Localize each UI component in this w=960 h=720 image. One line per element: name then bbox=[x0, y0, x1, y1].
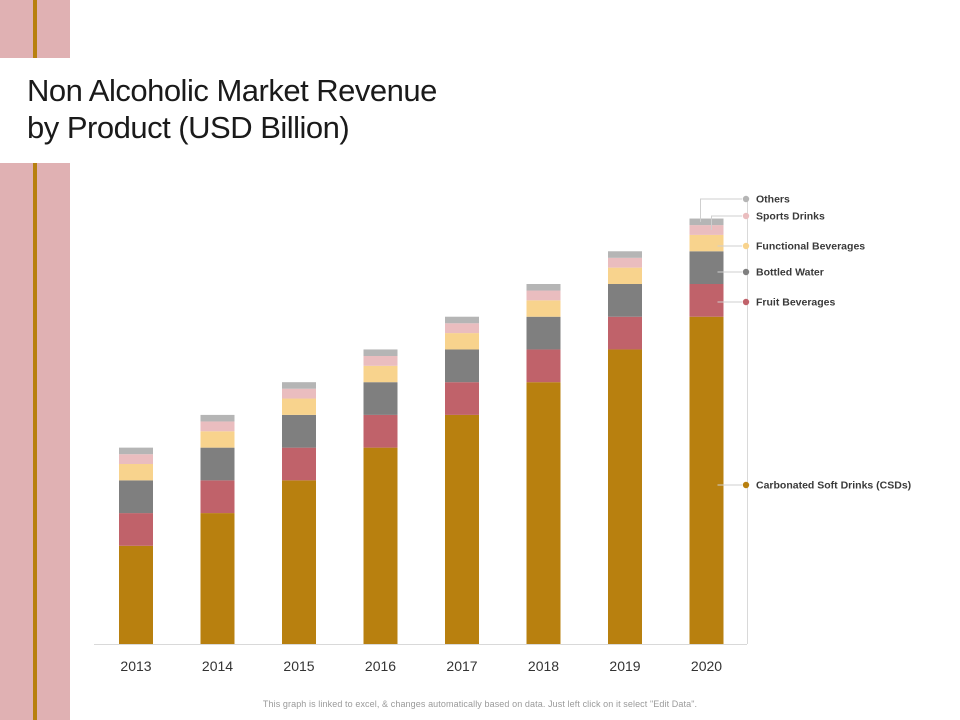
bar-segment-functional-beverages-2019 bbox=[608, 267, 642, 284]
bar-segment-bottled-water-2019 bbox=[608, 284, 642, 317]
page-title: Non Alcoholic Market Revenue by Product … bbox=[27, 72, 547, 146]
page-title-line-2: by Product (USD Billion) bbox=[27, 110, 350, 145]
legend-label-others: Others bbox=[756, 194, 790, 206]
bar-segment-carbonated-soft-drinks-csds-2017 bbox=[445, 414, 479, 644]
bar-segment-carbonated-soft-drinks-csds-2020 bbox=[689, 316, 724, 644]
bar-segment-functional-beverages-2016 bbox=[363, 365, 398, 383]
bar-segment-fruit-beverages-2018 bbox=[526, 349, 561, 383]
x-tick-label-2015: 2015 bbox=[283, 658, 314, 674]
bar-segment-sports-drinks-2015 bbox=[282, 388, 316, 399]
bar-segment-sports-drinks-2013 bbox=[119, 454, 153, 464]
legend-label-fruit-beverages: Fruit Beverages bbox=[756, 297, 836, 309]
bar-segment-fruit-beverages-2016 bbox=[363, 414, 398, 448]
bar-segment-functional-beverages-2013 bbox=[119, 464, 153, 481]
bar-segment-others-2016 bbox=[363, 349, 398, 356]
bar-segment-carbonated-soft-drinks-csds-2016 bbox=[363, 447, 398, 644]
bar-segment-fruit-beverages-2015 bbox=[282, 447, 316, 481]
decorative-accent-line-bottom bbox=[33, 163, 37, 720]
bar-segment-sports-drinks-2020 bbox=[689, 225, 724, 235]
bar-segment-bottled-water-2017 bbox=[445, 349, 479, 383]
x-tick-label-2014: 2014 bbox=[202, 658, 233, 674]
bar-segment-bottled-water-2015 bbox=[282, 414, 316, 448]
bar-segment-bottled-water-2014 bbox=[200, 447, 235, 481]
legend-marker-others bbox=[742, 195, 750, 203]
bar-segment-carbonated-soft-drinks-csds-2013 bbox=[119, 545, 153, 644]
bar-segment-functional-beverages-2020 bbox=[689, 234, 724, 252]
legend-label-sports-drinks: Sports Drinks bbox=[756, 211, 825, 223]
bar-segment-others-2013 bbox=[119, 447, 153, 455]
bar-segment-bottled-water-2013 bbox=[119, 480, 153, 514]
bar-segment-functional-beverages-2017 bbox=[445, 333, 479, 350]
legend-marker-bottled-water bbox=[742, 268, 750, 276]
legend-marker-functional-beverages bbox=[742, 242, 750, 250]
bar-segment-functional-beverages-2018 bbox=[526, 300, 561, 317]
bar-segment-functional-beverages-2014 bbox=[200, 431, 235, 448]
x-tick-label-2020: 2020 bbox=[691, 658, 722, 674]
bar-segment-carbonated-soft-drinks-csds-2018 bbox=[526, 382, 561, 644]
legend-marker-carbonated-soft-drinks-csds bbox=[742, 481, 750, 489]
bar-segment-fruit-beverages-2014 bbox=[200, 480, 235, 514]
page-title-line-1: Non Alcoholic Market Revenue bbox=[27, 73, 437, 108]
bar-segment-sports-drinks-2017 bbox=[445, 323, 479, 334]
bar-segment-functional-beverages-2015 bbox=[282, 398, 316, 415]
legend-marker-sports-drinks bbox=[742, 212, 750, 220]
bar-segment-bottled-water-2016 bbox=[363, 382, 398, 415]
bar-segment-sports-drinks-2018 bbox=[526, 290, 561, 301]
bar-segment-carbonated-soft-drinks-csds-2015 bbox=[282, 480, 316, 644]
bar-segment-others-2015 bbox=[282, 382, 316, 389]
bar-segment-sports-drinks-2019 bbox=[608, 257, 642, 268]
x-tick-label-2016: 2016 bbox=[365, 658, 396, 674]
bar-segment-carbonated-soft-drinks-csds-2019 bbox=[608, 349, 642, 644]
bar-segment-sports-drinks-2016 bbox=[363, 356, 398, 366]
bar-segment-sports-drinks-2014 bbox=[200, 421, 235, 432]
bar-segment-others-2018 bbox=[526, 284, 561, 291]
footnote: This graph is linked to excel, & changes… bbox=[262, 699, 698, 709]
decorative-accent-line-top bbox=[33, 0, 37, 58]
bar-segment-fruit-beverages-2020 bbox=[689, 284, 724, 317]
x-tick-label-2019: 2019 bbox=[609, 658, 640, 674]
bar-segment-bottled-water-2018 bbox=[526, 316, 561, 350]
legend-label-carbonated-soft-drinks-csds: Carbonated Soft Drinks (CSDs) bbox=[756, 480, 911, 492]
x-tick-label-2018: 2018 bbox=[528, 658, 559, 674]
bar-segment-fruit-beverages-2013 bbox=[119, 513, 153, 546]
legend-marker-fruit-beverages bbox=[742, 298, 750, 306]
bar-segment-others-2019 bbox=[608, 251, 642, 258]
bar-segment-carbonated-soft-drinks-csds-2014 bbox=[200, 513, 235, 644]
legend-connector-others bbox=[700, 198, 742, 222]
bar-segment-fruit-beverages-2017 bbox=[445, 382, 479, 415]
bar-segment-others-2020 bbox=[689, 218, 724, 226]
bar-segment-others-2017 bbox=[445, 316, 479, 324]
bar-segment-bottled-water-2020 bbox=[689, 251, 724, 284]
legend-label-bottled-water: Bottled Water bbox=[756, 267, 824, 279]
x-tick-label-2013: 2013 bbox=[120, 658, 151, 674]
bar-segment-fruit-beverages-2019 bbox=[608, 316, 642, 350]
legend-connector-sports-drinks bbox=[711, 215, 742, 230]
x-tick-label-2017: 2017 bbox=[446, 658, 477, 674]
bar-segment-others-2014 bbox=[200, 414, 235, 422]
legend-label-functional-beverages: Functional Beverages bbox=[756, 241, 865, 253]
